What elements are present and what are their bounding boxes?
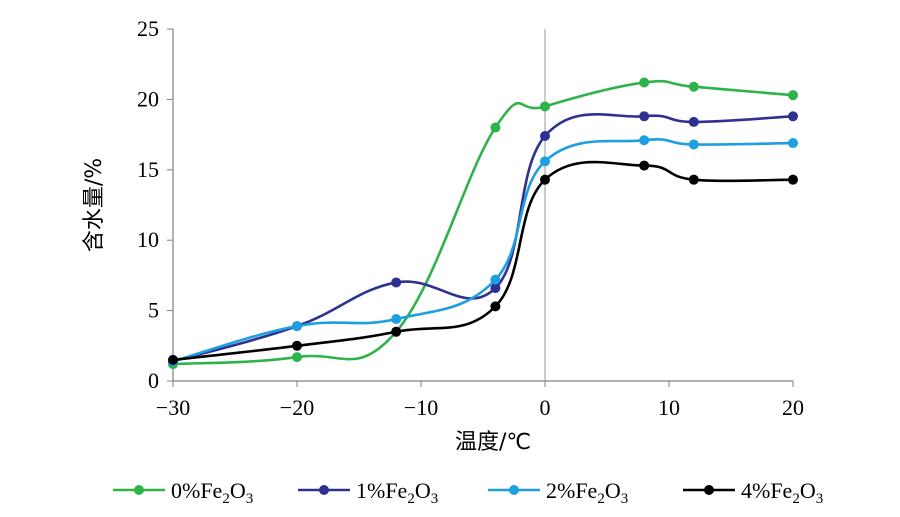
data-point <box>168 354 178 365</box>
legend-label-part: O <box>800 478 816 503</box>
legend-item: 0%Fe2O3 <box>113 478 253 507</box>
y-tick-label: 0 <box>148 368 159 393</box>
data-point <box>788 111 798 122</box>
legend-label: 0%Fe2O3 <box>171 478 253 507</box>
x-tick-label: 20 <box>782 395 804 420</box>
legend-subscript: 3 <box>816 491 824 507</box>
data-point <box>540 131 550 142</box>
series-line <box>172 79 794 366</box>
legend-swatch-marker <box>704 485 714 495</box>
data-point <box>540 174 550 185</box>
x-tick-label: 10 <box>658 395 680 420</box>
series-line <box>172 160 794 362</box>
legend-subscript: 3 <box>246 491 254 507</box>
y-tick-label: 15 <box>137 157 159 182</box>
data-point <box>391 277 402 288</box>
series-layer <box>168 77 798 370</box>
data-point <box>688 174 699 185</box>
legend-label-part: 2%Fe <box>546 478 597 503</box>
legend-label-part: O <box>415 478 431 503</box>
data-point <box>639 77 650 88</box>
legend-label-part: O <box>605 478 621 503</box>
data-point <box>639 160 650 171</box>
legend-swatch-marker <box>509 485 519 495</box>
data-point <box>788 138 798 149</box>
series-0 <box>168 77 798 370</box>
data-point <box>688 81 699 92</box>
data-point <box>540 156 550 167</box>
legend-label-part: O <box>230 478 246 503</box>
legend-item: 2%Fe2O3 <box>488 478 628 507</box>
data-point <box>540 101 550 112</box>
legend-subscript: 3 <box>621 491 629 507</box>
legend-label: 1%Fe2O3 <box>356 478 438 507</box>
legend-swatch-marker <box>134 485 144 495</box>
y-tick-label: 10 <box>137 227 159 252</box>
data-point <box>688 139 699 150</box>
data-point <box>639 111 650 122</box>
axes: 0 5 10 15 20 25 −30 −20 −10 0 10 20 温度/℃ 含水量/% <box>82 16 804 455</box>
series-2 <box>168 135 798 367</box>
legend-item: 1%Fe2O3 <box>298 478 438 507</box>
data-point <box>490 301 501 312</box>
data-point <box>788 174 798 185</box>
y-tick-label: 5 <box>148 298 159 323</box>
y-tick-label: 25 <box>137 16 159 41</box>
data-point <box>490 122 501 133</box>
y-tick-label: 20 <box>137 86 159 111</box>
legend-subscript: 3 <box>431 491 439 507</box>
x-tick-label: 0 <box>540 395 551 420</box>
x-tick-label: −30 <box>156 395 190 420</box>
data-point <box>292 352 302 363</box>
legend: 0%Fe2O3 1%Fe2O3 2%Fe2O3 4%Fe2O3 <box>113 478 823 507</box>
legend-subscript: 2 <box>222 491 230 507</box>
legend-label: 2%Fe2O3 <box>546 478 628 507</box>
data-point <box>788 90 798 101</box>
y-axis-title: 含水量/% <box>82 158 107 252</box>
data-point <box>688 116 699 127</box>
legend-swatch-marker <box>319 485 329 495</box>
series-3 <box>168 160 798 365</box>
legend-label: 4%Fe2O3 <box>741 478 823 507</box>
data-point <box>391 314 402 325</box>
x-tick-label: −20 <box>280 395 314 420</box>
legend-item: 4%Fe2O3 <box>683 478 823 507</box>
data-point <box>490 274 501 285</box>
data-point <box>292 340 302 351</box>
legend-label-part: 0%Fe <box>171 478 222 503</box>
data-point <box>639 135 650 146</box>
legend-subscript: 2 <box>597 491 605 507</box>
legend-subscript: 2 <box>407 491 415 507</box>
legend-label-part: 4%Fe <box>741 478 792 503</box>
legend-subscript: 2 <box>792 491 800 507</box>
data-point <box>292 321 302 332</box>
data-point <box>391 326 402 337</box>
data-point <box>490 283 501 294</box>
x-tick-label: −10 <box>404 395 438 420</box>
series-line <box>172 138 794 363</box>
legend-label-part: 1%Fe <box>356 478 407 503</box>
x-axis-title: 温度/℃ <box>455 430 531 455</box>
